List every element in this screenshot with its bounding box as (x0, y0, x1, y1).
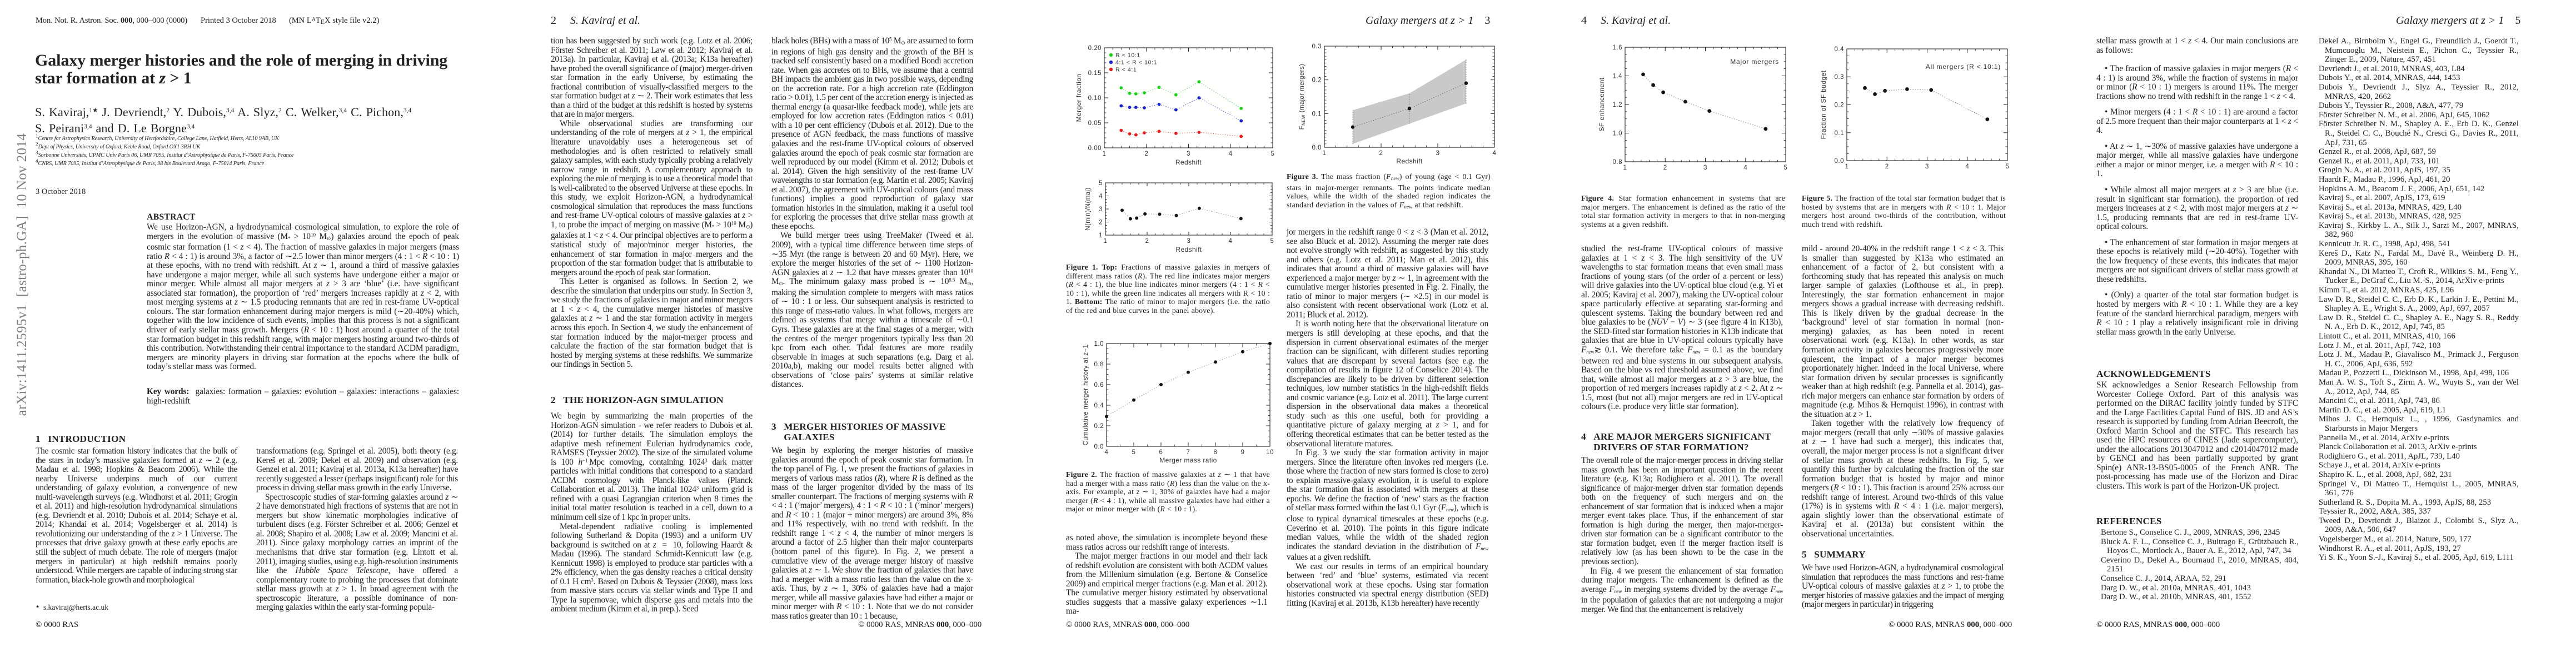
svg-text:3: 3 (1099, 206, 1103, 213)
svg-text:3: 3 (1187, 151, 1190, 157)
svg-text:1: 1 (1323, 150, 1327, 157)
svg-text:3: 3 (1436, 150, 1440, 157)
svg-text:4: 4 (1229, 238, 1233, 245)
svg-text:5: 5 (1270, 238, 1274, 245)
svg-text:Redshift: Redshift (1396, 157, 1422, 165)
svg-text:0.4: 0.4 (1835, 46, 1845, 53)
svg-text:3: 3 (1925, 163, 1929, 170)
svg-text:0.1: 0.1 (1312, 111, 1322, 117)
svg-text:2: 2 (1663, 165, 1667, 171)
svg-text:SF enhancement: SF enhancement (1598, 77, 1606, 131)
svg-text:Redshift: Redshift (1175, 246, 1202, 253)
svg-text:4: 4 (1965, 163, 1969, 170)
svg-text:Fraction of SF budget: Fraction of SF budget (1820, 70, 1827, 139)
svg-text:0.2: 0.2 (1094, 423, 1104, 430)
svg-text:4: 4 (1105, 449, 1109, 456)
svg-text:7: 7 (1187, 449, 1190, 456)
svg-text:0.3: 0.3 (1835, 74, 1845, 81)
svg-text:1.0: 1.0 (1094, 341, 1104, 347)
svg-text:0.4: 0.4 (1094, 402, 1104, 409)
svg-text:Merger mass ratio: Merger mass ratio (1159, 456, 1217, 464)
svg-text:R < 10:1: R < 10:1 (1115, 52, 1140, 59)
svg-text:0.8: 0.8 (1094, 361, 1104, 368)
svg-text:2: 2 (1144, 151, 1148, 157)
svg-text:0.0: 0.0 (1094, 444, 1104, 450)
svg-text:FNEW (major mergers): FNEW (major mergers) (1299, 64, 1306, 130)
svg-text:3: 3 (1187, 238, 1191, 245)
svg-text:1.2: 1.2 (1613, 102, 1623, 108)
svg-text:9: 9 (1241, 449, 1245, 456)
svg-text:All mergers (R < 10:1): All mergers (R < 10:1) (1926, 63, 2001, 71)
svg-text:0.0: 0.0 (1312, 145, 1322, 151)
svg-text:0.10: 0.10 (1088, 95, 1102, 102)
svg-text:0.15: 0.15 (1088, 70, 1102, 77)
svg-text:6: 6 (1159, 449, 1163, 456)
svg-text:1.0: 1.0 (1613, 131, 1623, 137)
svg-text:5: 5 (1784, 165, 1788, 171)
svg-text:0.1: 0.1 (1835, 130, 1845, 137)
svg-text:R < 4:1: R < 4:1 (1115, 67, 1137, 73)
svg-text:0.2: 0.2 (1835, 102, 1845, 109)
svg-text:4: 4 (1743, 165, 1747, 171)
svg-text:2: 2 (1145, 238, 1149, 245)
svg-text:1.4: 1.4 (1613, 73, 1623, 80)
svg-text:Major mergers: Major mergers (1730, 58, 1779, 66)
svg-text:0.3: 0.3 (1312, 43, 1322, 50)
svg-text:0.8: 0.8 (1613, 159, 1623, 166)
svg-text:4: 4 (1493, 150, 1497, 157)
svg-text:5: 5 (2006, 163, 2010, 170)
svg-text:5: 5 (1271, 151, 1275, 157)
svg-text:2: 2 (1379, 150, 1383, 157)
svg-text:3: 3 (1703, 165, 1707, 171)
svg-text:Cumulative merger history at z: Cumulative merger history at z~1 (1083, 345, 1089, 446)
svg-text:10: 10 (1266, 449, 1274, 456)
svg-text:4: 4 (1099, 193, 1103, 200)
svg-text:Redshift: Redshift (1914, 171, 1940, 172)
svg-text:5: 5 (1132, 449, 1136, 456)
svg-text:0.6: 0.6 (1094, 382, 1104, 389)
svg-text:4:1 < R < 10:1: 4:1 < R < 10:1 (1115, 59, 1157, 66)
svg-text:0.2: 0.2 (1312, 77, 1322, 84)
svg-text:1: 1 (1845, 163, 1849, 170)
svg-text:1: 1 (1099, 232, 1103, 239)
svg-text:Merger fraction: Merger fraction (1075, 74, 1083, 122)
svg-text:1.6: 1.6 (1613, 44, 1623, 51)
svg-text:0.0: 0.0 (1835, 158, 1845, 165)
svg-text:5: 5 (1099, 180, 1103, 187)
svg-text:0.20: 0.20 (1088, 45, 1102, 52)
svg-text:1: 1 (1623, 165, 1627, 171)
svg-text:N(min)/N(maj): N(min)/N(maj) (1085, 187, 1092, 230)
svg-text:8: 8 (1214, 449, 1218, 456)
svg-text:2: 2 (1885, 163, 1889, 170)
svg-text:0.05: 0.05 (1088, 120, 1102, 127)
svg-text:4: 4 (1229, 151, 1233, 157)
svg-text:0.00: 0.00 (1088, 145, 1102, 152)
svg-text:Redshift: Redshift (1175, 158, 1202, 166)
svg-text:1: 1 (1103, 151, 1107, 157)
svg-text:2: 2 (1099, 220, 1103, 226)
svg-text:1: 1 (1104, 238, 1108, 245)
